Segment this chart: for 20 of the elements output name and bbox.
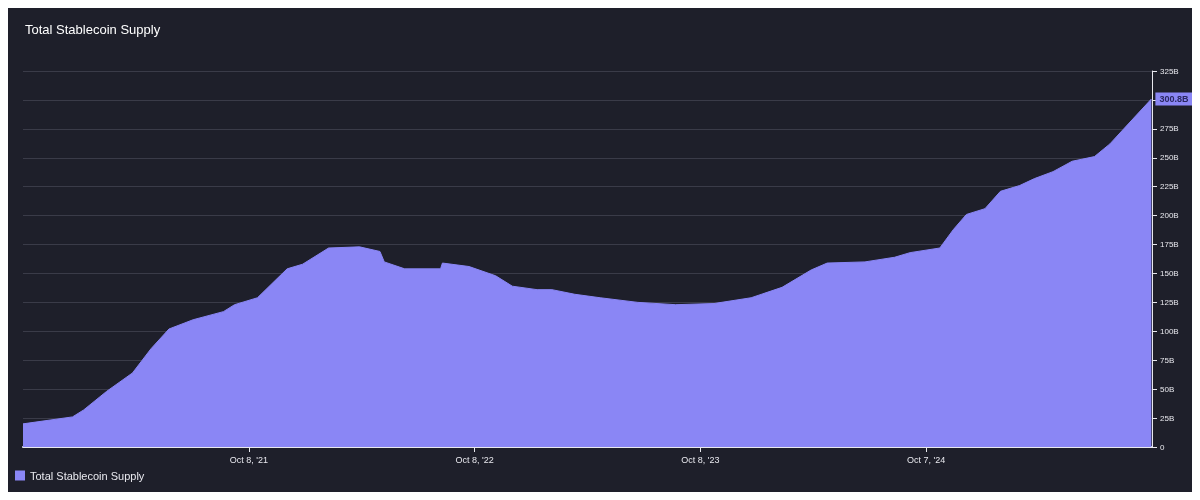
legend-label: Total Stablecoin Supply: [30, 469, 145, 482]
y-tick-label: 75B: [1160, 355, 1175, 365]
data-label: 300.8B: [1159, 94, 1189, 104]
y-tick-label: 275B: [1160, 124, 1179, 134]
y-tick-label: 225B: [1160, 182, 1179, 192]
y-tick-label: 150B: [1160, 268, 1179, 278]
y-tick-label: 325B: [1160, 66, 1179, 76]
y-tick-label: 0: [1160, 442, 1165, 452]
y-tick-label: 25B: [1160, 413, 1175, 423]
chart-title: Total Stablecoin Supply: [25, 22, 161, 37]
y-tick-label: 100B: [1160, 326, 1179, 336]
x-tick-label: Oct 8, '21: [229, 454, 268, 465]
x-tick-label: Oct 8, '22: [455, 454, 494, 465]
y-tick-label: 125B: [1160, 297, 1179, 307]
x-tick-label: Oct 8, '23: [681, 454, 720, 465]
y-tick-label: 250B: [1160, 153, 1179, 163]
y-tick-label: 50B: [1160, 384, 1175, 394]
x-tick-label: Oct 7, '24: [907, 454, 946, 465]
y-tick-label: 200B: [1160, 211, 1179, 221]
y-tick-label: 175B: [1160, 240, 1179, 250]
